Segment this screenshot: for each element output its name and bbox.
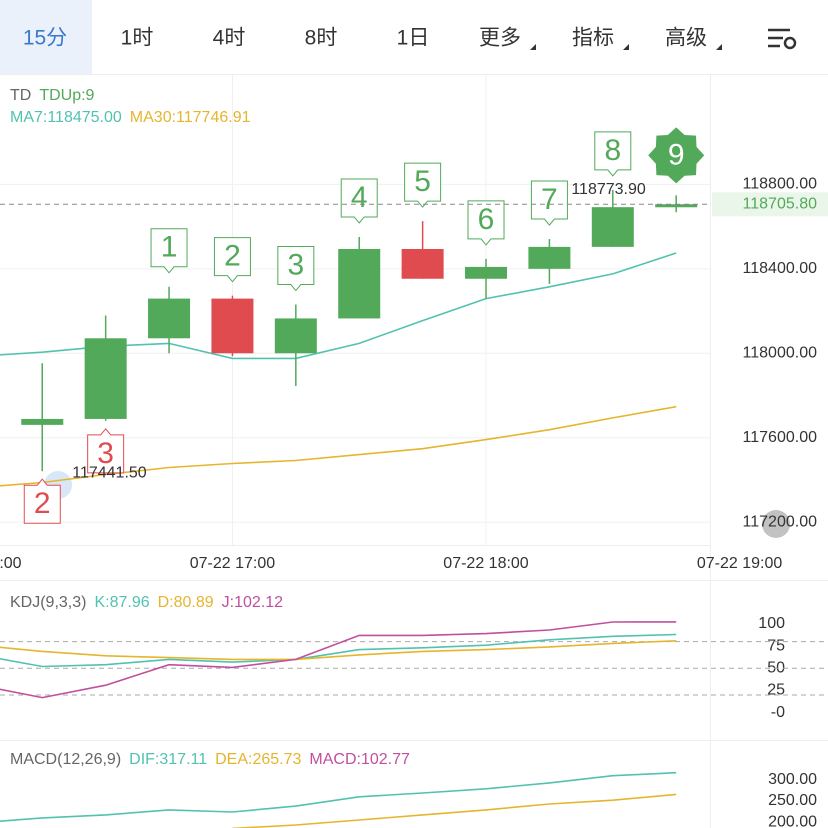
legend-label: MA30:117746.91 bbox=[130, 109, 251, 126]
td-box bbox=[277, 246, 315, 292]
price-annotation: 117441.50 bbox=[72, 464, 147, 481]
x-tick-label: 07-22 19:00 bbox=[697, 555, 783, 572]
tab[interactable]: 高级 bbox=[665, 27, 707, 50]
y-tick-label: 75 bbox=[767, 637, 785, 654]
legend-label: K:87.96 bbox=[94, 594, 149, 611]
y-tick-label: 117600.00 bbox=[743, 429, 818, 446]
candle-body bbox=[84, 338, 127, 419]
legend-label: DEA:265.73 bbox=[215, 751, 301, 768]
x-tick-label: 07-22 17:00 bbox=[190, 555, 276, 572]
series-line bbox=[0, 633, 677, 668]
x-tick-label: 07-22 16:00 bbox=[0, 555, 22, 572]
y-tick-label: 118800.00 bbox=[743, 176, 818, 193]
candle-body bbox=[465, 266, 508, 279]
td-label: 3 bbox=[97, 437, 114, 470]
tab[interactable]: 4时 bbox=[213, 27, 246, 50]
candle-body bbox=[21, 418, 64, 425]
x-tick-label: 07-22 18:00 bbox=[443, 555, 529, 572]
td-label: 3 bbox=[287, 248, 304, 281]
dropdown-caret bbox=[530, 44, 536, 50]
td-label: 4 bbox=[351, 181, 368, 214]
td-box bbox=[87, 428, 125, 474]
dropdown-caret bbox=[716, 44, 722, 50]
series-line bbox=[0, 640, 677, 661]
tab[interactable]: 指标 bbox=[572, 27, 614, 50]
tab[interactable]: 更多 bbox=[479, 27, 521, 50]
y-tick-label: 117200.00 bbox=[743, 513, 818, 530]
td-box bbox=[467, 200, 505, 246]
td-box bbox=[594, 131, 632, 177]
series-line bbox=[0, 405, 677, 487]
td-label: 2 bbox=[34, 487, 51, 520]
candle-body bbox=[528, 246, 571, 269]
td-box bbox=[150, 228, 188, 274]
y-tick-label: 300.00 bbox=[768, 771, 817, 788]
candle-body bbox=[338, 248, 381, 319]
td-label: 8 bbox=[604, 134, 621, 167]
y-tick-label: 25 bbox=[767, 682, 785, 699]
legend-label: MACD:102.77 bbox=[309, 751, 410, 768]
legend-label: TDUp:9 bbox=[39, 87, 94, 104]
tab[interactable]: 1日 bbox=[397, 27, 430, 50]
candle-body bbox=[401, 248, 444, 279]
y-tick-label: 118400.00 bbox=[743, 260, 818, 277]
td-box bbox=[530, 180, 568, 226]
td-label: 1 bbox=[161, 231, 178, 264]
candle-body bbox=[591, 207, 634, 247]
td-label: 5 bbox=[414, 165, 431, 198]
y-tick-label: 118000.00 bbox=[743, 345, 818, 362]
y-tick-label: -0 bbox=[771, 704, 785, 721]
td-label: 2 bbox=[224, 240, 241, 273]
legend-label: DIF:317.11 bbox=[129, 751, 207, 768]
last-price-bg bbox=[712, 192, 828, 217]
td-box bbox=[340, 178, 378, 224]
series-line bbox=[0, 621, 677, 699]
legend-label: MA7:118475.00 bbox=[10, 109, 122, 126]
legend-label: D:80.89 bbox=[158, 594, 214, 611]
td-label: 9 bbox=[668, 138, 685, 171]
candle-body bbox=[148, 298, 191, 339]
dropdown-caret bbox=[623, 44, 629, 50]
series-line bbox=[232, 793, 677, 828]
td-label: 7 bbox=[541, 183, 558, 216]
td-box bbox=[23, 478, 61, 524]
tab[interactable]: 1时 bbox=[121, 27, 154, 50]
settings-icon[interactable] bbox=[768, 28, 797, 50]
candle-body bbox=[211, 298, 254, 354]
y-tick-label: 200.00 bbox=[768, 813, 817, 828]
td-label: 6 bbox=[478, 203, 495, 236]
close-bubble[interactable] bbox=[762, 510, 790, 538]
legend-label: TD bbox=[10, 87, 31, 104]
legend-label: KDJ(9,3,3) bbox=[10, 594, 86, 611]
tab[interactable]: 15分 bbox=[23, 27, 67, 50]
last-price-label: 118705.80 bbox=[743, 195, 818, 212]
td-box bbox=[213, 237, 251, 283]
price-annotation: 118773.90 bbox=[571, 181, 646, 198]
candle-body bbox=[655, 204, 698, 208]
td-badge bbox=[648, 127, 705, 184]
legend-label: MACD(12,26,9) bbox=[10, 751, 121, 768]
candle-body bbox=[274, 318, 317, 354]
tab[interactable]: 8时 bbox=[305, 27, 338, 50]
y-tick-label: 250.00 bbox=[768, 792, 817, 809]
y-tick-label: 100 bbox=[758, 615, 785, 632]
series-line bbox=[0, 771, 677, 823]
tab-selected-bg bbox=[0, 0, 92, 74]
legend-label: J:102.12 bbox=[222, 594, 283, 611]
